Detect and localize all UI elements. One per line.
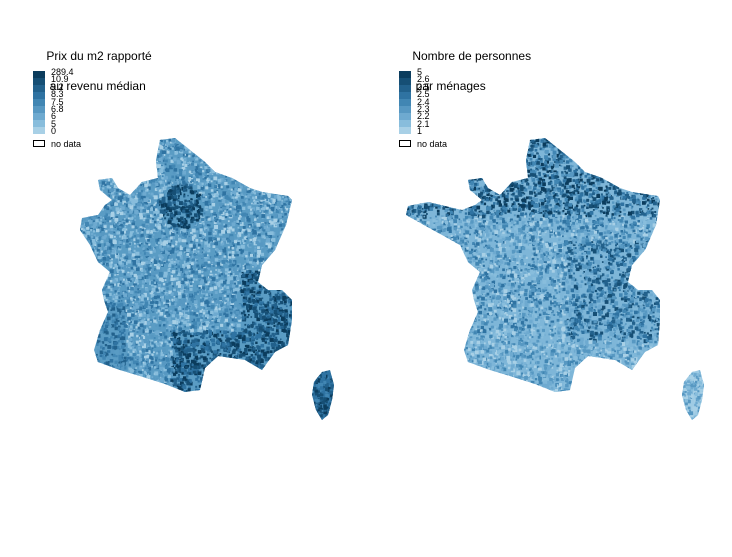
legend-tick-label: 5 (51, 118, 57, 129)
legend-swatches (399, 71, 411, 134)
legend-swatch (399, 92, 411, 99)
legend-tick-label: 7.5 (51, 96, 64, 107)
map-panel-household: Nombre de personnes par ménages 5 2.6 2.5 2… (366, 0, 732, 557)
legend-tick-label: 2.3 (417, 104, 430, 114)
legend-swatch (399, 106, 411, 113)
legend-title-line-1: Prix du m2 rapporté (46, 49, 152, 63)
legend-swatch (33, 106, 45, 113)
legend-tick-label: 2.5 (417, 89, 430, 100)
legend-swatch (399, 113, 411, 120)
legend-tick-label: 6 (51, 111, 57, 122)
france-mainland-right (406, 138, 660, 392)
legend-tick-label: 2.5 (417, 81, 430, 92)
legend-tick-label: 0 (51, 126, 57, 137)
legend-swatch (33, 120, 45, 127)
legend-tick-label: 1 (417, 126, 423, 137)
map-panel-price: Prix du m2 rapporté au revenu médian 289… (33, 34, 334, 420)
legend-tick-label: 2.6 (417, 74, 430, 85)
legend-swatch (399, 99, 411, 106)
no-data-label: no data (417, 139, 448, 149)
france-choropleth-price (80, 138, 334, 420)
france-mainland-left (80, 138, 292, 392)
corsica-left (312, 370, 334, 420)
legend-tick-label: 5 (417, 67, 423, 77)
corsica-right (682, 370, 704, 420)
legend-swatch (33, 71, 45, 78)
legend-title-line-1: Nombre de personnes (412, 49, 532, 63)
france-choropleth-household (406, 138, 704, 420)
no-data-label: no data (51, 139, 82, 149)
legend-tick-label: 10.9 (51, 74, 69, 85)
legend-title-line-2: au revenu médian (46, 79, 146, 93)
legend-tick-label: 2.4 (417, 96, 430, 107)
legend-swatches (33, 71, 45, 134)
legend-swatch (33, 99, 45, 106)
legend-swatch (399, 78, 411, 85)
legend-swatch (33, 92, 45, 99)
legend-swatch (399, 120, 411, 127)
legend-swatch (33, 127, 45, 134)
legend-tick-label: 9.2 (51, 81, 64, 92)
legend-swatch (399, 71, 411, 78)
legend-swatch (399, 85, 411, 92)
legend-tick-label: 2.2 (417, 111, 430, 122)
no-data-swatch (33, 140, 45, 147)
legend-swatch (33, 78, 45, 85)
legend-tick-label: 2.1 (417, 118, 430, 129)
legend-swatch (399, 127, 411, 134)
legend-swatch (33, 113, 45, 120)
legend-title: Prix du m2 rapporté au revenu médian (33, 34, 152, 109)
legend-title: Nombre de personnes par ménages (399, 34, 531, 109)
no-data-swatch (399, 140, 411, 147)
legend-title-line-2: par ménages (412, 79, 486, 93)
legend-tick-label: 6.8 (51, 104, 64, 114)
legend-swatch (33, 85, 45, 92)
legend-tick-label: 8.3 (51, 89, 64, 100)
legend-tick-label: 289.4 (51, 67, 74, 77)
